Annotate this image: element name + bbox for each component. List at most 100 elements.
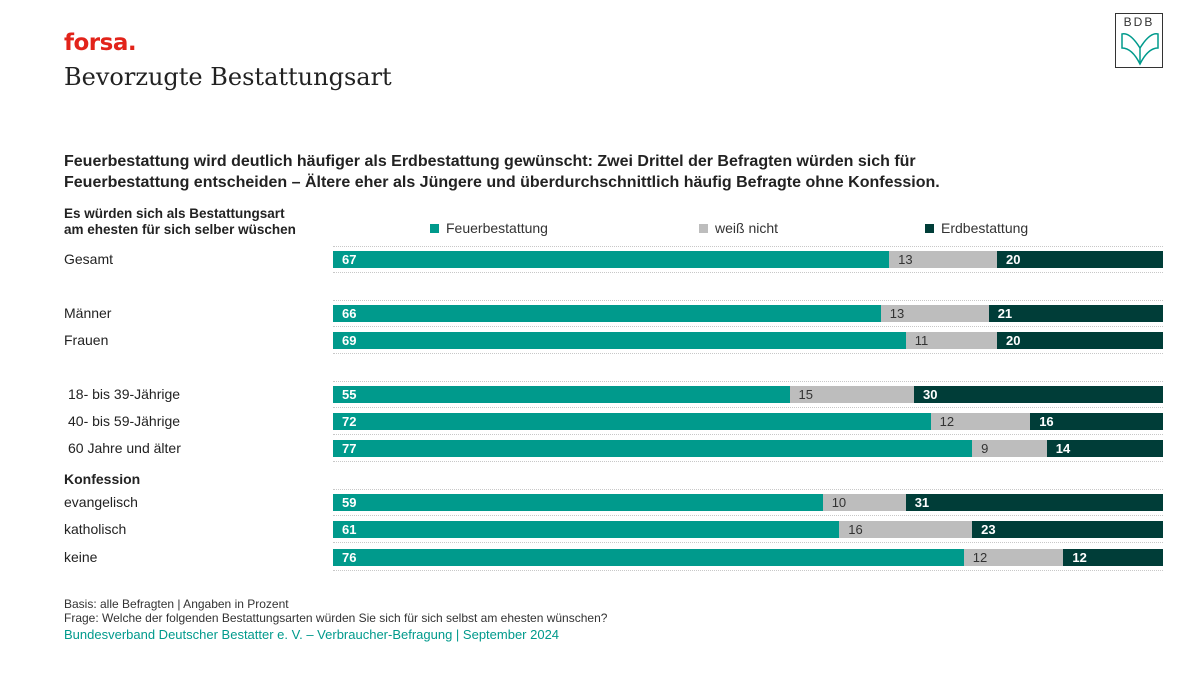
data-label: 76	[342, 549, 357, 565]
data-label: 69	[342, 332, 357, 348]
row-separator	[333, 353, 1163, 354]
category-label: Gesamt	[64, 251, 114, 267]
row-separator	[333, 381, 1163, 382]
data-label: 66	[342, 305, 357, 321]
bar-segment-feuer: 69	[333, 331, 906, 349]
page-title: Bevorzugte Bestattungsart	[64, 63, 392, 91]
headline: Feuerbestattung wird deutlich häufiger a…	[64, 151, 1144, 193]
bar-segment-erd: 20	[997, 250, 1163, 268]
category-label: katholisch	[64, 521, 127, 537]
row-separator	[333, 570, 1163, 571]
data-label: 9	[981, 440, 989, 456]
bar-segment-erd: 21	[988, 304, 1163, 322]
bar-segment-erd: 20	[997, 331, 1163, 349]
question-line-2: am ehesten für sich selber wüschen	[64, 222, 296, 237]
data-label: 15	[798, 386, 813, 402]
legend-label-erd: Erdbestattung	[941, 220, 1029, 236]
category-label: evangelisch	[64, 494, 138, 510]
headline-line-2: Feuerbestattung entscheiden – Ältere ehe…	[64, 174, 940, 191]
category-label: Frauen	[64, 332, 109, 348]
data-label: 72	[342, 413, 357, 429]
data-label: 61	[342, 521, 357, 537]
data-label: 13	[898, 251, 913, 267]
group-label-konfession: Konfession	[64, 471, 141, 487]
bar-segment-feuer: 72	[333, 412, 931, 430]
legend-item-weiss-nicht: weiß nicht	[699, 220, 778, 236]
data-label: 31	[914, 494, 930, 510]
category-label: Männer	[64, 305, 112, 321]
legend-item-erdbestattung: Erdbestattung	[925, 220, 1028, 236]
bar-segment-feuer: 67	[333, 250, 890, 268]
bar-segment-feuer: 55	[333, 385, 790, 403]
data-label: 67	[342, 251, 357, 267]
bar-segment-weiss: 13	[880, 304, 989, 322]
data-label: 23	[981, 521, 996, 537]
category-label: 60 Jahre und älter	[68, 440, 181, 456]
legend-swatch-feuer	[430, 223, 439, 233]
data-label: 55	[342, 386, 357, 402]
bar-segment-weiss: 15	[789, 385, 914, 403]
bar-segment-weiss: 13	[889, 250, 997, 268]
headline-line-1: Feuerbestattung wird deutlich häufiger a…	[64, 153, 916, 170]
row-separator	[333, 407, 1163, 408]
data-label: 20	[1006, 251, 1021, 267]
forsa-logo: forsa.	[64, 30, 137, 56]
data-label: 12	[939, 413, 955, 429]
bar-segment-weiss: 16	[839, 520, 973, 538]
row-separator	[333, 461, 1163, 462]
bar-segment-weiss: 11	[905, 331, 997, 349]
data-label: 16	[848, 521, 863, 537]
data-label: 21	[997, 305, 1013, 321]
data-label: 16	[1039, 413, 1054, 429]
bar-segment-weiss: 9	[972, 439, 1047, 457]
bdb-logo-text: BDB	[1123, 15, 1155, 29]
data-label: 77	[342, 440, 357, 456]
bar-segment-weiss: 12	[930, 412, 1031, 430]
bar-segment-feuer: 61	[333, 520, 840, 538]
bar-segment-erd: 12	[1063, 548, 1163, 566]
row-separator	[333, 326, 1163, 327]
row-separator	[333, 246, 1163, 247]
bar-segment-feuer: 59	[333, 493, 823, 511]
data-label: 59	[342, 494, 357, 510]
legend-swatch-weiss	[699, 223, 708, 233]
footer-frage: Frage: Welche der folgenden Bestattungsa…	[64, 611, 608, 625]
bar-segment-weiss: 12	[963, 548, 1064, 566]
bar-segment-feuer: 77	[333, 439, 973, 457]
bdb-logo: BDB	[1115, 13, 1163, 68]
bar-segment-feuer: 66	[333, 304, 881, 322]
row-separator	[333, 489, 1163, 490]
bar-segment-erd: 31	[905, 493, 1163, 511]
data-label: 14	[1055, 440, 1071, 456]
bar-segment-feuer: 76	[333, 548, 964, 566]
bar-segment-erd: 30	[914, 385, 1163, 403]
row-separator	[333, 434, 1163, 435]
row-separator	[333, 300, 1163, 301]
data-label: 20	[1006, 332, 1021, 348]
category-label: 18- bis 39-Jährige	[68, 386, 181, 402]
data-label: 12	[1072, 549, 1087, 565]
legend-label-weiss: weiß nicht	[715, 220, 779, 236]
legend-swatch-erd	[925, 223, 934, 233]
bar-segment-erd: 14	[1046, 439, 1163, 457]
row-separator	[333, 515, 1163, 516]
footer-basis: Basis: alle Befragten | Angaben in Proze…	[64, 597, 289, 611]
legend-item-feuerbestattung: Feuerbestattung	[430, 220, 548, 236]
bar-segment-erd: 16	[1030, 412, 1163, 430]
data-label: 13	[889, 305, 905, 321]
row-separator	[333, 272, 1163, 273]
legend-label-feuer: Feuerbestattung	[446, 220, 548, 236]
row-separator	[333, 542, 1163, 543]
bar-segment-weiss: 10	[822, 493, 906, 511]
data-label: 12	[972, 549, 988, 565]
data-label: 30	[923, 386, 938, 402]
question-label: Es würden sich als Bestattungsart am ehe…	[64, 206, 296, 238]
book-icon	[1121, 33, 1159, 66]
data-label: 10	[831, 494, 847, 510]
category-label: 40- bis 59-Jährige	[68, 413, 181, 429]
question-line-1: Es würden sich als Bestattungsart	[64, 206, 285, 221]
bar-segment-erd: 23	[972, 520, 1163, 538]
footer-source: Bundesverband Deutscher Bestatter e. V. …	[64, 627, 560, 642]
data-label: 11	[914, 332, 929, 348]
category-label: keine	[64, 549, 98, 565]
